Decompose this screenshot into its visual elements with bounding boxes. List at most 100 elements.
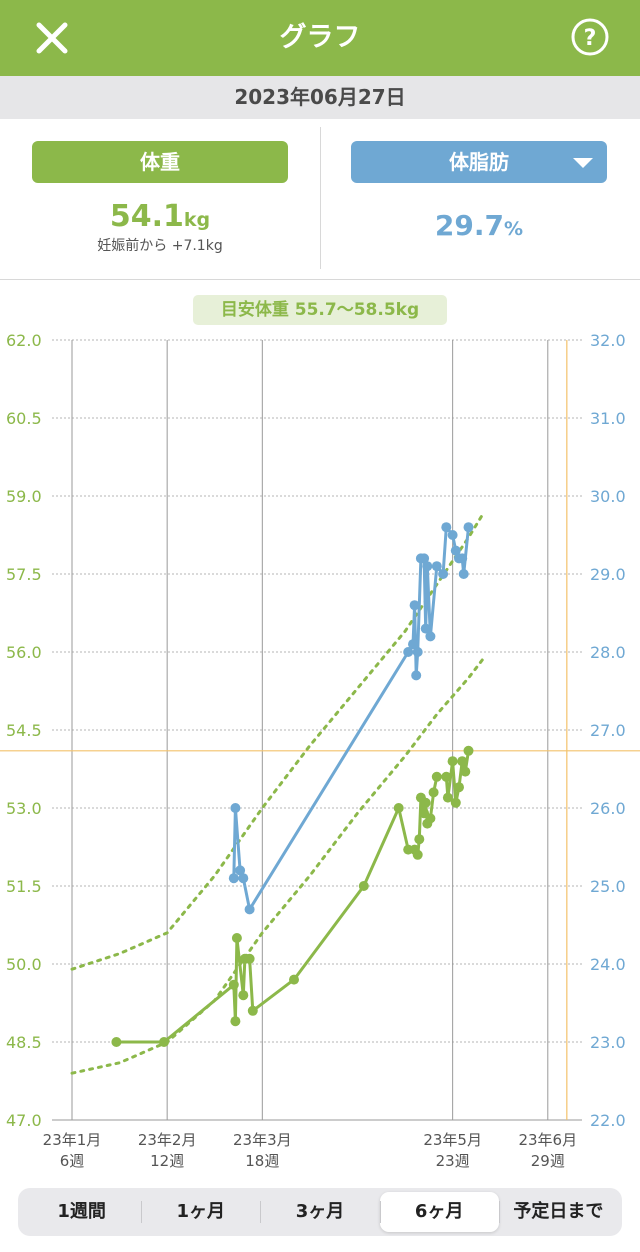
weight-data-point bbox=[412, 849, 423, 860]
weight-data-point bbox=[238, 990, 249, 1001]
range-option[interactable]: 予定日まで bbox=[513, 1201, 604, 1222]
body-fat-data-point bbox=[412, 647, 423, 657]
weight-data-point bbox=[228, 979, 239, 990]
weight-data-point bbox=[414, 834, 425, 845]
y-left-tick-label: 60.5 bbox=[6, 409, 42, 428]
y-right-tick-label: 32.0 bbox=[590, 331, 626, 350]
body-fat-data-point bbox=[463, 522, 474, 533]
x-tick-label: 23年2月 bbox=[138, 1131, 197, 1149]
tab-body-fat-label: 体脂肪 bbox=[449, 150, 509, 174]
x-tick-week-label: 6週 bbox=[60, 1152, 85, 1170]
body-fat-data-point bbox=[419, 553, 430, 564]
x-tick-week-label: 18週 bbox=[245, 1152, 279, 1170]
weight-data-point bbox=[159, 1037, 169, 1047]
guide-upper-curve bbox=[70, 510, 486, 971]
body-fat-data-point bbox=[447, 530, 458, 540]
body-fat-number: 29.7 bbox=[434, 209, 505, 242]
range-separator bbox=[498, 1201, 500, 1223]
x-tick-label: 23年6月 bbox=[518, 1131, 577, 1149]
body-fat-data-point bbox=[409, 600, 420, 611]
weight-data-point bbox=[460, 766, 471, 777]
weight-series-line bbox=[116, 750, 470, 1044]
weight-data-point bbox=[420, 797, 431, 808]
weight-data-point bbox=[231, 933, 242, 943]
y-right-tick-label: 24.0 bbox=[590, 955, 626, 974]
tab-weight-label: 体重 bbox=[140, 150, 180, 174]
body-fat-value: 29.7% bbox=[351, 209, 607, 242]
body-fat-data-point bbox=[411, 670, 422, 681]
y-left-tick-label: 57.5 bbox=[6, 565, 42, 584]
body-fat-data-point bbox=[425, 631, 436, 642]
y-right-tick-label: 28.0 bbox=[590, 643, 626, 662]
date-label: 2023年06月27日 bbox=[0, 76, 640, 119]
y-right-tick-label: 23.0 bbox=[590, 1033, 626, 1052]
y-left-tick-label: 56.0 bbox=[6, 643, 42, 662]
y-right-tick-label: 25.0 bbox=[590, 877, 626, 896]
range-option[interactable]: 3ヶ月 bbox=[295, 1201, 345, 1222]
body-fat-data-point bbox=[431, 561, 442, 572]
y-left-tick-label: 51.5 bbox=[6, 877, 42, 896]
tab-weight[interactable]: 体重 bbox=[32, 141, 288, 183]
weight-data-point bbox=[230, 1016, 241, 1027]
x-tick-label: 23年3月 bbox=[233, 1131, 292, 1149]
x-tick-label: 23年1月 bbox=[43, 1131, 102, 1149]
body-fat-data-point bbox=[457, 553, 468, 564]
body-fat-unit: % bbox=[504, 218, 524, 240]
body-fat-data-point bbox=[438, 569, 449, 579]
guide-lower-curve bbox=[70, 655, 486, 1075]
tab-body-fat[interactable]: 体脂肪 bbox=[351, 141, 607, 183]
y-right-tick-label: 27.0 bbox=[590, 721, 626, 740]
y-right-tick-label: 29.0 bbox=[590, 565, 626, 584]
page-title: グラフ bbox=[279, 22, 361, 53]
weight-data-point bbox=[244, 953, 255, 964]
close-icon[interactable] bbox=[30, 18, 74, 58]
weight-fat-chart: 62.0 32.0 60.5 31.0 59.0 30.0 57.5 29.0 56.0 28.0… bbox=[0, 331, 640, 1170]
range-option[interactable]: 6ヶ月 bbox=[379, 1192, 499, 1232]
y-left-tick-label: 62.0 bbox=[6, 331, 42, 350]
y-right-tick-label: 22.0 bbox=[590, 1111, 626, 1130]
weight-data-point bbox=[442, 792, 453, 803]
weight-data-point bbox=[393, 803, 404, 813]
y-left-tick-label: 59.0 bbox=[6, 487, 42, 506]
weight-data-point bbox=[425, 813, 436, 824]
body-fat-data-point bbox=[228, 873, 239, 884]
weight-data-point bbox=[457, 756, 468, 767]
y-left-tick-label: 54.5 bbox=[6, 721, 42, 740]
weight-data-point bbox=[454, 782, 464, 793]
weight-data-point bbox=[450, 797, 461, 808]
weight-data-point bbox=[463, 745, 474, 756]
weight-data-point bbox=[428, 787, 439, 798]
x-tick-week-label: 23週 bbox=[436, 1152, 470, 1170]
y-right-tick-label: 30.0 bbox=[590, 487, 626, 506]
body-fat-data-point bbox=[408, 639, 418, 650]
weight-data-point bbox=[247, 1005, 258, 1016]
x-tick-week-label: 12週 bbox=[150, 1152, 184, 1170]
weight-value: 54.1kg bbox=[32, 199, 288, 234]
weight-data-point bbox=[289, 974, 299, 985]
range-separator bbox=[379, 1201, 381, 1223]
weight-unit: kg bbox=[183, 209, 211, 231]
app-header: グラフ ? bbox=[0, 0, 640, 76]
range-option[interactable]: 1ヶ月 bbox=[176, 1201, 226, 1222]
svg-text:?: ? bbox=[584, 26, 597, 51]
weight-gain-note: 妊娠前から +7.1kg bbox=[97, 238, 223, 254]
body-fat-data-point bbox=[422, 561, 433, 572]
y-left-tick-label: 53.0 bbox=[6, 799, 42, 818]
body-fat-data-point bbox=[244, 904, 255, 915]
y-left-tick-label: 50.0 bbox=[6, 955, 42, 974]
range-separator bbox=[260, 1201, 262, 1223]
range-separator bbox=[141, 1201, 143, 1223]
weight-data-point bbox=[441, 771, 452, 782]
chevron-down-icon bbox=[573, 158, 593, 168]
body-fat-data-point bbox=[450, 545, 461, 556]
x-tick-label: 23年5月 bbox=[423, 1131, 482, 1149]
weight-data-point bbox=[447, 756, 458, 767]
x-tick-week-label: 29週 bbox=[531, 1152, 565, 1170]
y-left-tick-label: 47.0 bbox=[6, 1111, 42, 1130]
range-option[interactable]: 1週間 bbox=[57, 1201, 106, 1222]
summary-panel: 体重 54.1kg 妊娠前から +7.1kg 体脂肪 29.7% bbox=[0, 119, 640, 280]
help-icon[interactable]: ? bbox=[570, 17, 610, 57]
body-fat-data-point bbox=[403, 647, 414, 657]
range-selector: 1週間 1ヶ月 3ヶ月 6ヶ月 予定日まで bbox=[18, 1188, 622, 1236]
weight-data-point bbox=[111, 1037, 122, 1047]
